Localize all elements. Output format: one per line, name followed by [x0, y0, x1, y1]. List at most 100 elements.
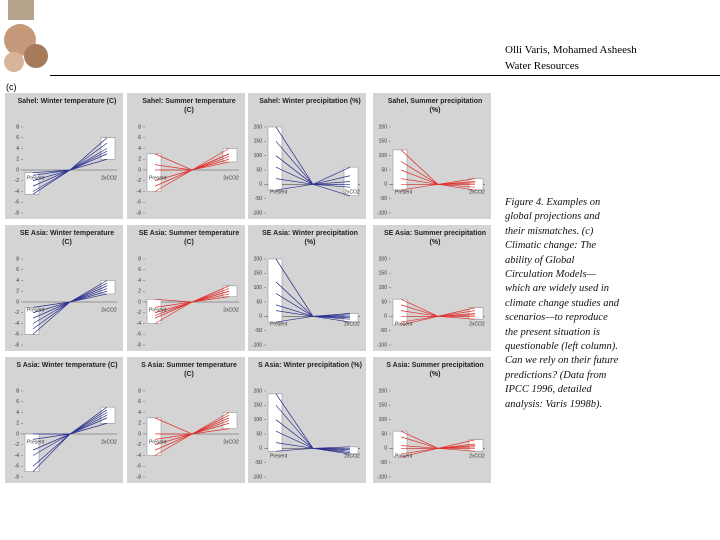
y-tick-label: -50 [255, 196, 262, 202]
y-tick-label: 50 [256, 167, 262, 173]
x-category-label: 2xCO2 [469, 190, 485, 196]
y-tick-label: -2 [15, 442, 20, 448]
y-tick-label: 150 [379, 271, 388, 277]
y-tick-label: 0 [259, 182, 262, 188]
y-tick-label: 4 [16, 278, 19, 284]
y-tick-label: 4 [138, 410, 141, 416]
range-box [222, 285, 238, 297]
x-category-label: Present [395, 190, 413, 196]
y-tick-label: 8 [138, 256, 141, 262]
y-tick-label: -6 [137, 464, 142, 470]
range-box [100, 280, 116, 295]
y-tick-label: 50 [381, 431, 387, 437]
y-tick-label: -2 [15, 310, 20, 316]
y-tick-label: 2 [138, 289, 141, 295]
y-tick-label: -4 [137, 321, 142, 327]
x-category-label: Present [395, 454, 413, 460]
range-box [267, 258, 283, 323]
chart: -8 -6 -4 -2 0 2 4 6 8 Present 2xCO2 [137, 388, 239, 480]
chart-title: S Asia: Winter temperature (C) [16, 362, 118, 369]
model-line [155, 156, 230, 171]
x-category-label: 2xCO2 [223, 307, 239, 313]
chart: -100 -50 0 50 100 150 200 Present 2xCO2 [252, 256, 360, 348]
y-tick-label: -8 [15, 342, 20, 348]
x-category-label: 2xCO2 [101, 439, 117, 445]
y-tick-label: -2 [137, 310, 142, 316]
y-tick-label: -6 [15, 332, 20, 338]
x-category-label: 2xCO2 [344, 454, 360, 460]
model-line [400, 182, 476, 191]
y-tick-label: 0 [138, 299, 141, 305]
chart-title: Sahel: Summer temperature (C) [142, 98, 236, 114]
y-tick-label: 150 [254, 139, 263, 145]
y-tick-label: -100 [252, 474, 262, 480]
y-tick-label: 6 [16, 399, 19, 405]
y-tick-label: 50 [381, 299, 387, 305]
range-box [146, 299, 162, 324]
y-tick-label: 100 [254, 153, 263, 159]
y-tick-label: -2 [137, 442, 142, 448]
y-tick-label: 8 [16, 124, 19, 130]
range-box [24, 307, 40, 335]
x-category-label: 2xCO2 [344, 190, 360, 196]
x-category-label: 2xCO2 [223, 439, 239, 445]
range-box [24, 433, 40, 472]
y-tick-label: 100 [379, 285, 388, 291]
y-tick-label: 0 [384, 446, 387, 452]
model-line [400, 314, 476, 326]
y-tick-label: 2 [16, 421, 19, 427]
y-tick-label: 50 [381, 167, 387, 173]
x-category-label: Present [149, 307, 167, 313]
y-tick-label: 150 [254, 271, 263, 277]
x-category-label: 2xCO2 [101, 175, 117, 181]
y-tick-label: -8 [15, 474, 20, 480]
model-line [32, 293, 108, 330]
chart: -100 -50 0 50 100 150 200 Present 2xCO2 [252, 388, 360, 480]
y-tick-label: -100 [377, 342, 387, 348]
y-tick-label: 200 [379, 388, 388, 394]
y-tick-label: -6 [15, 200, 20, 206]
chart-title: S Asia: Summer precipitation (%) [386, 362, 484, 378]
y-tick-label: -4 [15, 453, 20, 459]
y-tick-label: -4 [137, 453, 142, 459]
chart-title: Sahel: Winter temperature (C) [17, 98, 117, 105]
chart-title: SE Asia: Winter precipitation (%) [262, 230, 358, 246]
x-category-label: 2xCO2 [101, 307, 117, 313]
y-tick-label: 0 [259, 446, 262, 452]
x-category-label: Present [27, 175, 45, 181]
chart-panel: SE Asia: Summer precipitation (%) -100 -50… [373, 225, 491, 351]
y-tick-label: 200 [254, 256, 263, 262]
y-tick-label: -50 [255, 460, 262, 466]
chart: -100 -50 0 50 100 150 200 Present 2xCO2 [252, 124, 360, 216]
y-tick-label: 150 [379, 139, 388, 145]
y-tick-label: -50 [380, 328, 387, 334]
y-tick-label: 0 [16, 167, 19, 173]
y-tick-label: -6 [137, 332, 142, 338]
header-subtitle: Water Resources [505, 60, 579, 72]
header-rule [50, 75, 720, 76]
chart-panel: Sahel: Winter temperature (C) -8 -6 -4 -2 0 2 4… [5, 93, 123, 219]
y-tick-label: -100 [252, 210, 262, 216]
range-box [468, 439, 484, 452]
model-line [275, 447, 351, 453]
y-tick-label: -4 [15, 321, 20, 327]
y-tick-label: -8 [137, 210, 142, 216]
y-tick-label: -2 [137, 178, 142, 184]
chart-panel: S Asia: Summer temperature (C) -8 -6 -4 -2 0 2… [127, 357, 245, 483]
y-tick-label: 0 [16, 431, 19, 437]
logo [4, 0, 48, 72]
model-line [32, 150, 108, 195]
chart-title: S Asia: Summer temperature (C) [141, 362, 237, 378]
chart-title: Sahel: Winter precipitation (%) [259, 98, 361, 105]
chart: -8 -6 -4 -2 0 2 4 6 8 Present 2xCO2 [137, 256, 239, 348]
y-tick-label: 50 [256, 299, 262, 305]
header-authors: Olli Varis, Mohamed Asheesh [505, 44, 637, 56]
range-box [468, 307, 484, 320]
y-tick-label: -100 [377, 210, 387, 216]
y-tick-label: 0 [138, 431, 141, 437]
y-tick-label: 50 [256, 431, 262, 437]
chart-title: Sahel, Summer precipitation (%) [387, 98, 483, 114]
chart: -100 -50 0 50 100 150 200 Present 2xCO2 [377, 388, 485, 480]
chart-panel: SE Asia: Winter precipitation (%) -100 -50… [248, 225, 366, 351]
